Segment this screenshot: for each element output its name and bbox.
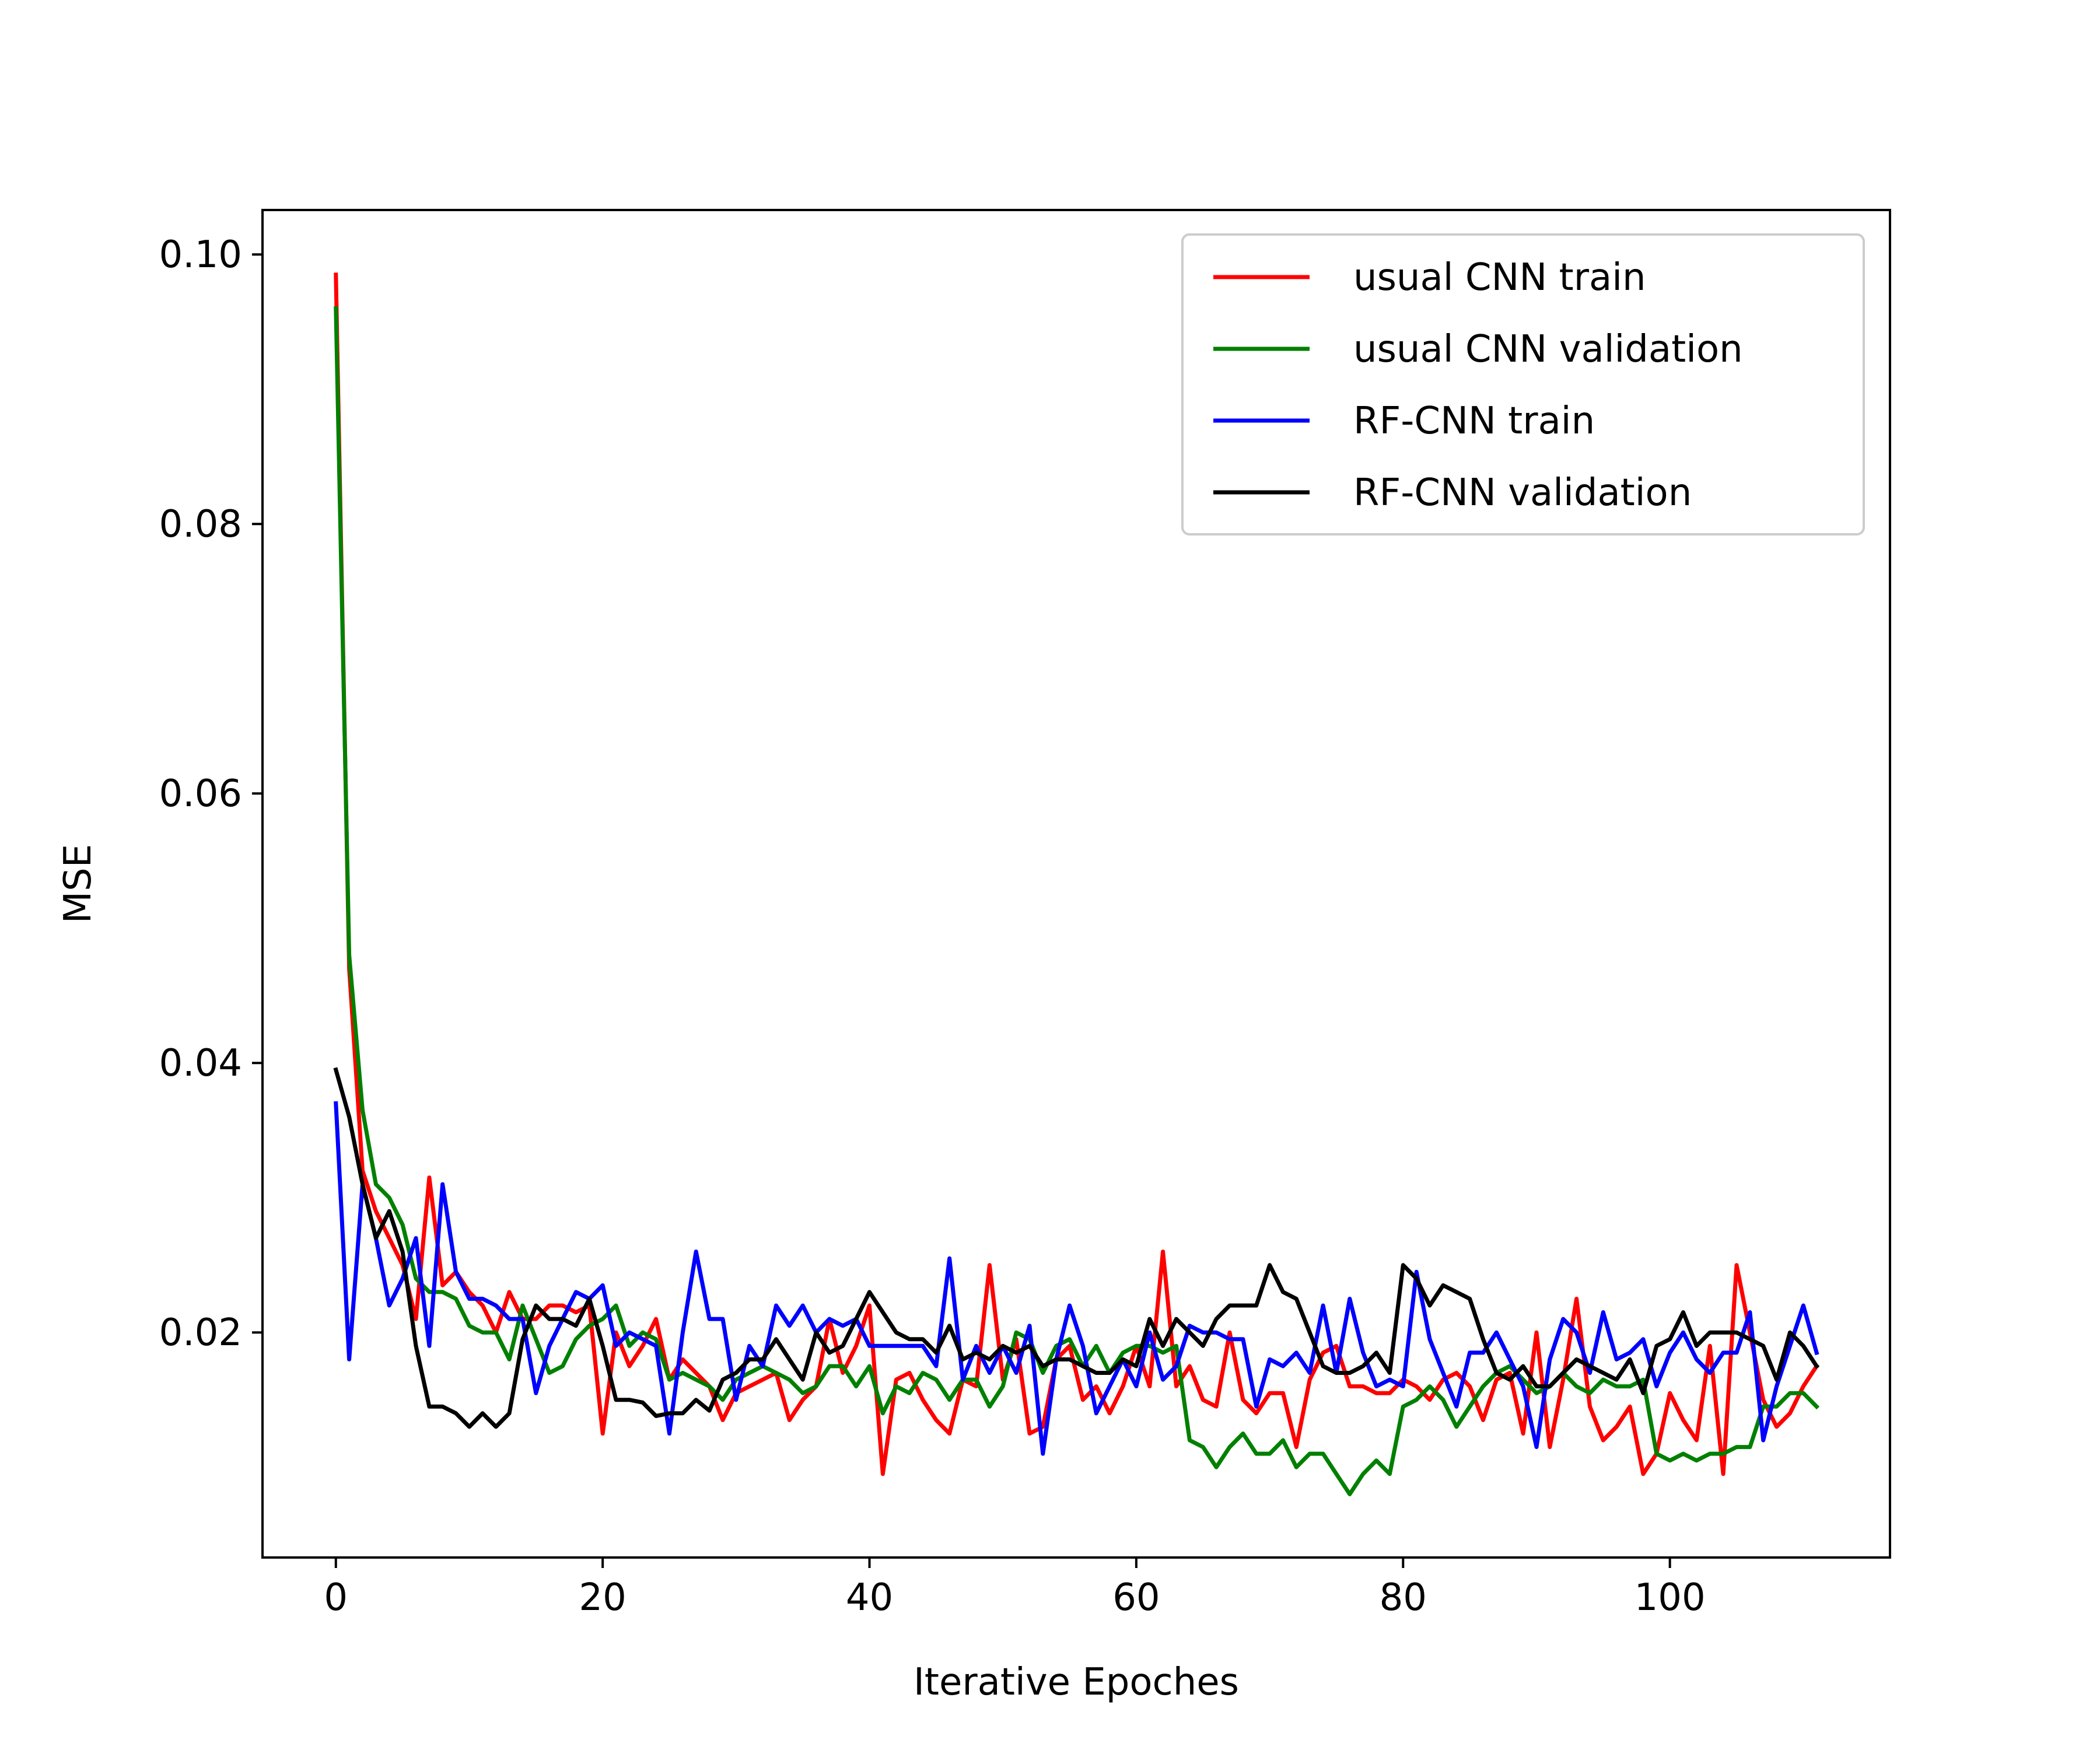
y-tick-label: 0.02	[159, 1311, 243, 1354]
x-tick-label: 80	[1380, 1576, 1427, 1619]
y-tick-label: 0.04	[159, 1042, 243, 1085]
x-tick-label: 60	[1112, 1576, 1160, 1619]
series-line-rf-cnn-validation	[333, 1067, 1820, 1429]
y-axis-title: MSE	[57, 844, 100, 923]
x-tick-label: 100	[1634, 1576, 1706, 1619]
legend-label: usual CNN train	[1353, 256, 1646, 299]
plot-area-frame	[261, 209, 1891, 1559]
legend-label: usual CNN validation	[1353, 328, 1743, 371]
series-line-rf-cnn-train	[334, 1101, 1819, 1456]
y-tick-label: 0.10	[159, 233, 243, 276]
series-line-usual-cnn-validation	[334, 306, 1820, 1496]
legend-label: RF-CNN train	[1353, 400, 1595, 443]
x-tick-label: 0	[324, 1576, 348, 1619]
y-tick-label: 0.06	[159, 772, 243, 816]
x-axis-title: Iterative Epoches	[914, 1661, 1239, 1704]
legend-label: RF-CNN validation	[1353, 471, 1692, 514]
legend-box	[1181, 233, 1865, 536]
x-tick-label: 40	[846, 1576, 893, 1619]
x-tick-label: 20	[579, 1576, 626, 1619]
legend: usual CNN train usual CNN validation RF-CN…	[1181, 233, 1865, 536]
y-tick-label: 0.08	[159, 503, 243, 546]
y-axis-ticks: 0.02 0.04 0.06 0.08 0.10	[159, 233, 262, 1354]
series-layer	[333, 272, 1820, 1496]
x-axis-ticks: 0 20 40 60 80 100	[324, 1558, 1706, 1619]
